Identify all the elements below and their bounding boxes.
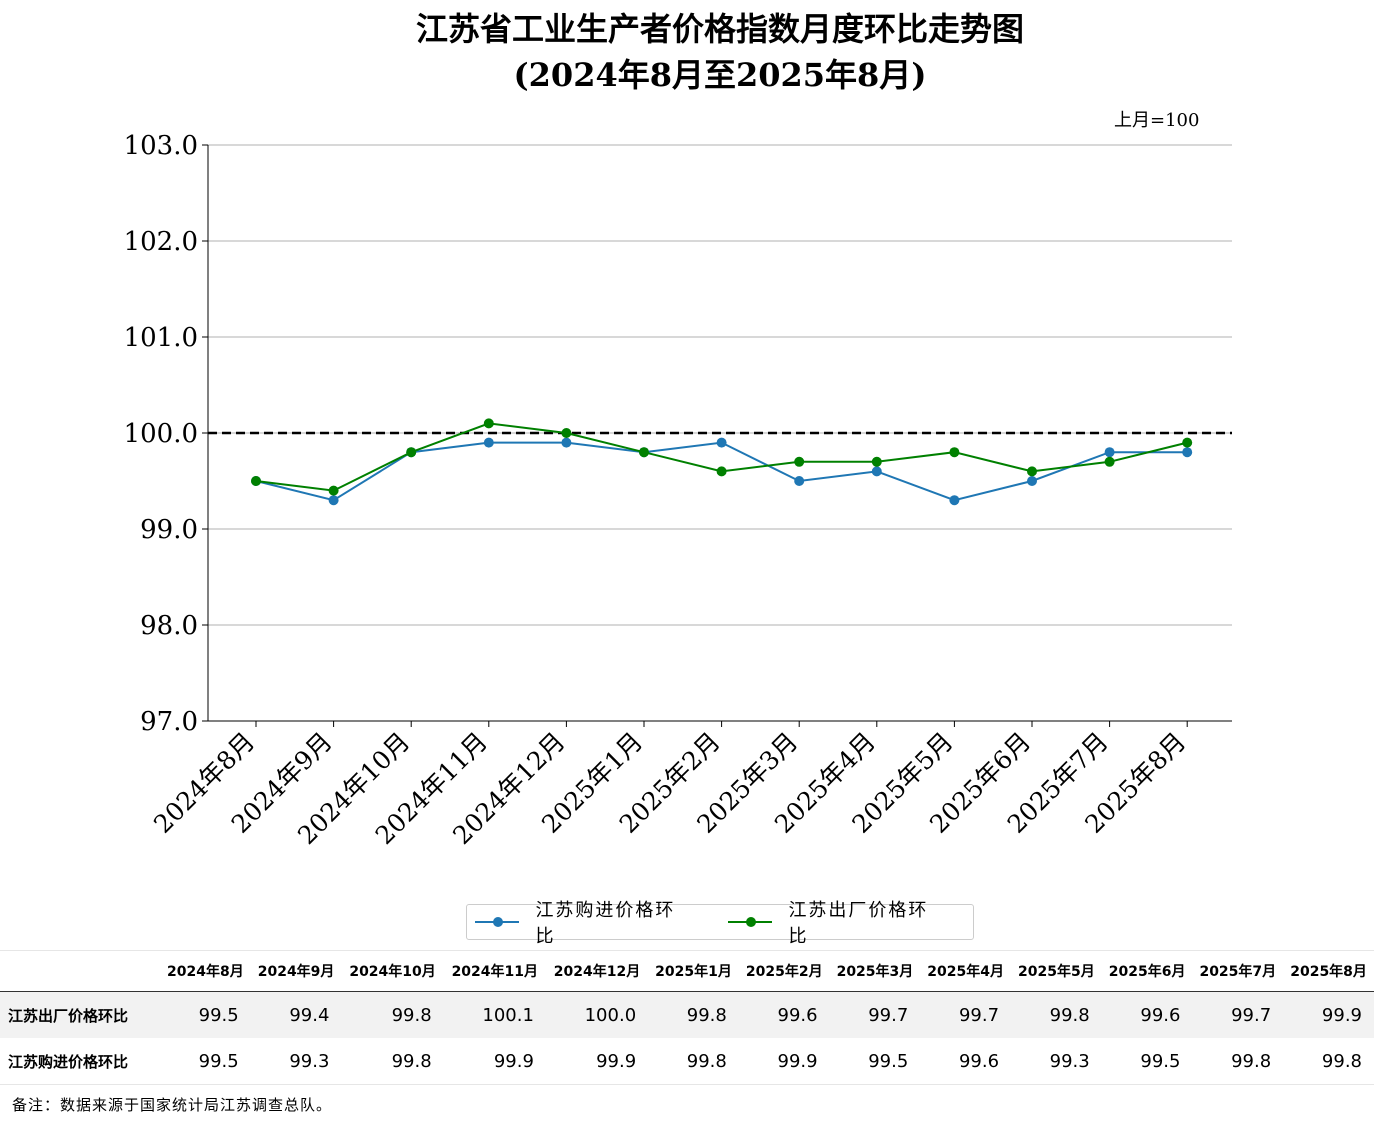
- data-point-purchase: [328, 495, 339, 506]
- y-tick-label: 99.0: [140, 515, 198, 545]
- table-header: 2025年8月: [1283, 950, 1374, 992]
- y-tick-label: 101.0: [124, 323, 198, 353]
- data-point-output: [483, 418, 494, 429]
- table-cell: 99.6: [738, 991, 830, 1038]
- y-tick-label: 100.0: [124, 419, 198, 449]
- data-point-purchase: [561, 437, 572, 448]
- table-header: 2025年6月: [1101, 950, 1193, 992]
- table-cell: 99.8: [648, 991, 739, 1038]
- data-point-purchase: [483, 437, 494, 448]
- table-row-label: 江苏购进价格环比: [0, 1038, 160, 1085]
- table-header: 2025年3月: [829, 950, 921, 992]
- table-cell: 99.5: [1101, 1038, 1193, 1085]
- chart-title-line-1: 江苏省工业生产者价格指数月度环比走势图: [415, 10, 1024, 48]
- table-cell: 99.4: [250, 991, 342, 1038]
- table-cell: 99.3: [1011, 1038, 1102, 1085]
- data-point-output: [1104, 456, 1115, 467]
- data-table: 2024年8月 2024年9月 2024年10月 2024年11月 2024年1…: [0, 950, 1374, 1085]
- legend-item-purchase: 江苏购进价格环比: [475, 896, 690, 948]
- legend-label-output: 江苏出厂价格环比: [788, 900, 929, 947]
- table-cell: 99.6: [920, 1038, 1012, 1085]
- data-point-purchase: [716, 437, 727, 448]
- table-cell: 99.9: [545, 1038, 649, 1085]
- line-chart: 97.098.099.0100.0101.0102.0103.02024年8月2…: [124, 131, 1232, 850]
- table-cell: 99.8: [648, 1038, 739, 1085]
- legend-label-purchase: 江苏购进价格环比: [535, 900, 676, 947]
- data-point-output: [328, 485, 339, 496]
- unit-note: 上月=100: [1114, 110, 1200, 131]
- table-cell: 99.8: [341, 991, 444, 1038]
- data-point-output: [1182, 437, 1193, 448]
- data-point-purchase: [871, 466, 882, 477]
- table-header-row: 2024年8月 2024年9月 2024年10月 2024年11月 2024年1…: [0, 950, 1374, 992]
- chart-title-line-2: (2024年8月至2025年8月): [513, 56, 927, 94]
- table-cell: 99.5: [829, 1038, 921, 1085]
- data-point-output: [251, 476, 261, 486]
- table-cell: 99.7: [829, 991, 921, 1038]
- chart-title: 江苏省工业生产者价格指数月度环比走势图 (2024年8月至2025年8月): [0, 6, 1374, 98]
- table-header: 2025年5月: [1011, 950, 1102, 992]
- table-cell: 99.6: [1101, 991, 1193, 1038]
- y-tick-label: 103.0: [124, 131, 198, 161]
- table-cell: 99.9: [738, 1038, 830, 1085]
- y-tick-label: 102.0: [124, 227, 198, 257]
- table-row: 江苏出厂价格环比 99.5 99.4 99.8 100.1 100.0 99.8…: [0, 991, 1374, 1038]
- data-point-output: [949, 447, 960, 458]
- data-point-output: [716, 466, 727, 477]
- table-cell: 99.7: [920, 991, 1012, 1038]
- table-row-label: 江苏出厂价格环比: [0, 991, 160, 1038]
- data-point-purchase: [1027, 476, 1037, 486]
- data-point-output: [639, 447, 649, 458]
- data-point-output: [794, 456, 805, 467]
- table-header: 2024年8月: [160, 950, 251, 992]
- y-tick-label: 97.0: [140, 707, 198, 737]
- table-cell: 99.9: [443, 1038, 546, 1085]
- table-cell: 99.8: [1192, 1038, 1284, 1085]
- table-row: 江苏购进价格环比 99.5 99.3 99.8 99.9 99.9 99.8 9…: [0, 1038, 1374, 1085]
- data-point-purchase: [1104, 447, 1115, 458]
- table-header: 2025年2月: [738, 950, 830, 992]
- table-cell: 99.8: [1011, 991, 1102, 1038]
- data-point-purchase: [1182, 447, 1193, 458]
- data-point-purchase: [949, 495, 960, 506]
- legend-swatch-purchase: [475, 916, 520, 928]
- y-tick-label: 98.0: [140, 611, 198, 641]
- data-point-output: [871, 456, 882, 467]
- table-cell: 99.5: [160, 991, 251, 1038]
- table-header: 2025年7月: [1192, 950, 1284, 992]
- table-header: 2025年1月: [648, 950, 739, 992]
- legend-item-output: 江苏出厂价格环比: [728, 896, 943, 948]
- table-cell: 99.3: [250, 1038, 342, 1085]
- table-header: 2024年11月: [443, 950, 546, 992]
- table-cell: 100.1: [443, 991, 546, 1038]
- legend-swatch-output: [728, 916, 773, 928]
- table-cell: 99.9: [1283, 991, 1374, 1038]
- legend: 江苏购进价格环比 江苏出厂价格环比: [466, 900, 974, 947]
- data-point-purchase: [794, 476, 805, 486]
- data-point-output: [561, 428, 572, 438]
- data-point-output: [1027, 466, 1037, 477]
- table-header: 2025年4月: [920, 950, 1012, 992]
- table-cell: 99.7: [1192, 991, 1284, 1038]
- data-point-output: [406, 447, 417, 458]
- table-corner: [0, 950, 160, 992]
- table-cell: 100.0: [545, 991, 649, 1038]
- table-header: 2024年9月: [250, 950, 342, 992]
- table-cell: 99.8: [1283, 1038, 1374, 1085]
- table-header: 2024年10月: [341, 950, 444, 992]
- table-header: 2024年12月: [545, 950, 649, 992]
- table-cell: 99.8: [341, 1038, 444, 1085]
- source-note: 备注：数据来源于国家统计局江苏调查总队。: [12, 1096, 333, 1114]
- table-cell: 99.5: [160, 1038, 251, 1085]
